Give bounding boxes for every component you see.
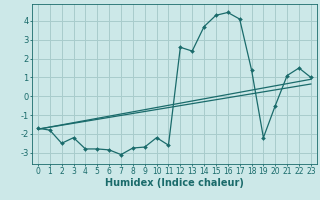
X-axis label: Humidex (Indice chaleur): Humidex (Indice chaleur) xyxy=(105,178,244,188)
